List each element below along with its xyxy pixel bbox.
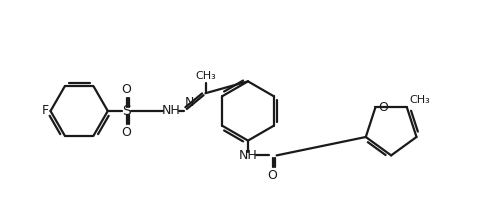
Text: F: F xyxy=(41,104,48,117)
Text: O: O xyxy=(268,169,278,182)
Text: CH₃: CH₃ xyxy=(410,95,431,105)
Text: NH: NH xyxy=(239,149,257,162)
Text: CH₃: CH₃ xyxy=(195,71,216,81)
Text: O: O xyxy=(122,126,131,139)
Text: O: O xyxy=(122,83,131,96)
Text: O: O xyxy=(378,101,388,114)
Text: NH: NH xyxy=(162,104,180,117)
Text: S: S xyxy=(122,104,131,118)
Text: N: N xyxy=(185,96,194,109)
